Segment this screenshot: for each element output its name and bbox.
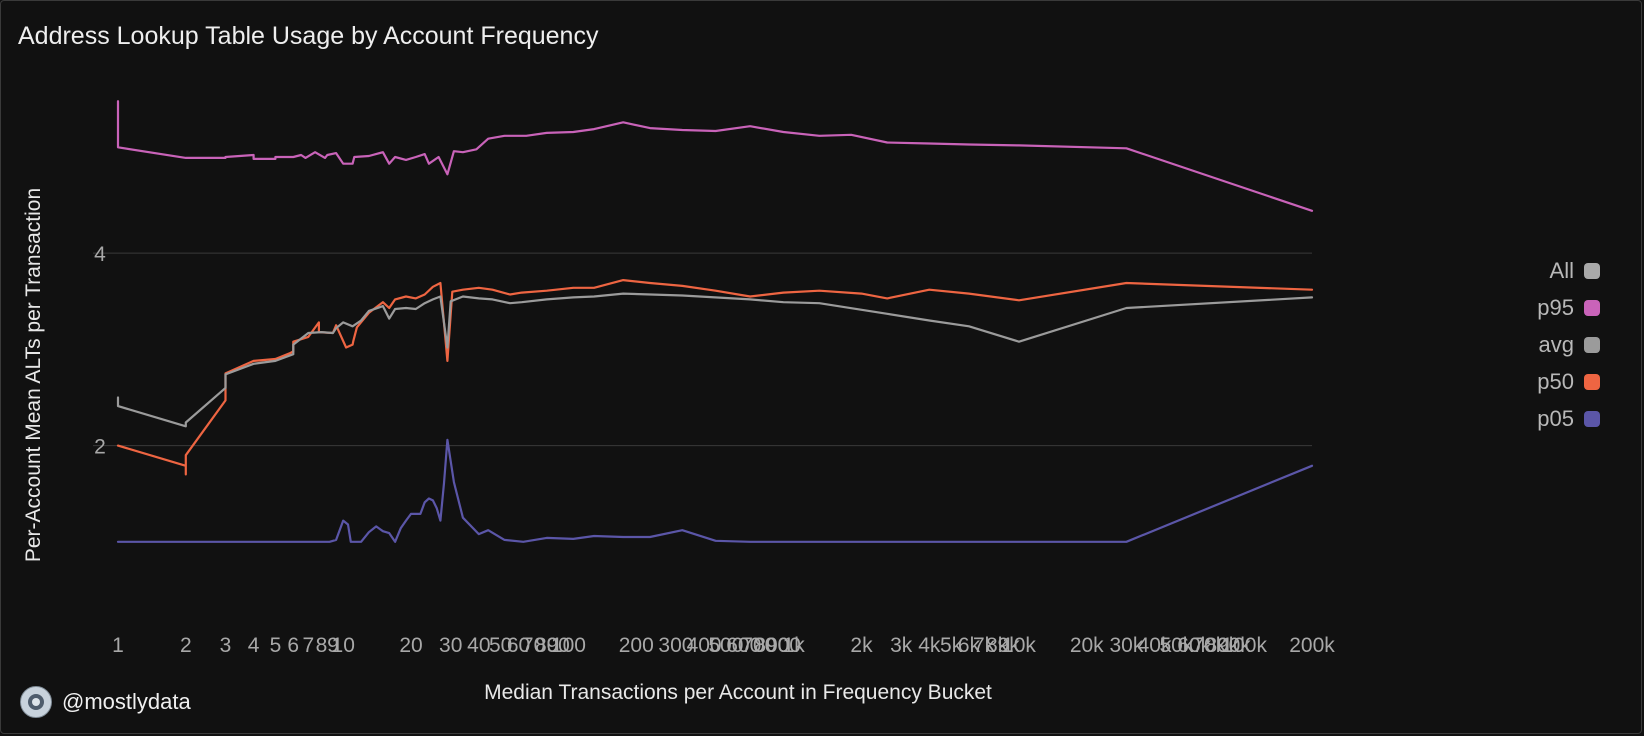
x-tick-label: 200k [1289, 634, 1335, 657]
legend-item-avg[interactable]: avg [1537, 326, 1600, 363]
avatar [20, 686, 52, 718]
legend-swatch [1584, 336, 1600, 353]
x-tick-label: 20k [1070, 634, 1104, 657]
x-axis-label: Median Transactions per Account in Frequ… [484, 681, 992, 704]
x-tick-label: 3 [220, 634, 232, 657]
x-tick-label: 200 [619, 634, 654, 657]
x-tick-label: 1 [112, 634, 124, 657]
x-tick-label: 500 [708, 634, 743, 657]
author-handle: @mostlydata [20, 686, 191, 718]
x-tick-label: 90k [1217, 634, 1251, 657]
x-tick-label: 2k [850, 634, 873, 657]
x-tick-label: 70k [1192, 634, 1226, 657]
legend-item-All[interactable]: All [1537, 252, 1600, 289]
x-tick-label: 4 [248, 634, 260, 657]
legend-item-p50[interactable]: p50 [1537, 363, 1600, 400]
y-tick-label: 4 [94, 243, 106, 266]
x-tick-label: 10k [1002, 634, 1036, 657]
y-axis-ticks: 24 [94, 243, 106, 458]
x-tick-label: 60 [507, 634, 530, 657]
series-line-p95 [116, 100, 1314, 212]
x-tick-label: 7k [973, 634, 996, 657]
x-tick-label: 50 [489, 634, 512, 657]
x-tick-label: 8 [316, 634, 328, 657]
x-tick-label: 90 [546, 634, 569, 657]
x-tick-label: 50k [1159, 634, 1193, 657]
x-tick-label: 80 [535, 634, 558, 657]
x-tick-label: 6k [958, 634, 981, 657]
x-tick-label: 600 [726, 634, 761, 657]
x-tick-label: 20 [399, 634, 422, 657]
x-tick-label: 300 [658, 634, 693, 657]
x-tick-label: 4k [918, 634, 941, 657]
x-tick-label: 9 [327, 634, 339, 657]
x-tick-label: 7 [303, 634, 315, 657]
y-tick-label: 2 [94, 436, 106, 459]
legend-label: p05 [1537, 405, 1574, 431]
legend-item-p05[interactable]: p05 [1537, 400, 1600, 437]
x-tick-label: 40 [467, 634, 490, 657]
x-tick-label: 5k [940, 634, 963, 657]
legend-swatch [1584, 262, 1600, 279]
legend-label: p50 [1537, 368, 1574, 394]
chart-legend: All p95 avg p50 p05 [1537, 252, 1600, 437]
series-line-avg [116, 292, 1314, 428]
legend-label: All [1549, 257, 1574, 283]
legend-swatch [1584, 373, 1600, 390]
x-tick-label: 100 [551, 634, 586, 657]
x-tick-label: 30 [439, 634, 462, 657]
x-tick-label: 800 [754, 634, 789, 657]
series-lines [116, 100, 1314, 543]
x-tick-label: 2 [180, 634, 192, 657]
x-tick-label: 3k [890, 634, 913, 657]
x-tick-label: 80k [1205, 634, 1239, 657]
x-tick-label: 9k [998, 634, 1021, 657]
x-tick-label: 5 [270, 634, 282, 657]
handle-text: @mostlydata [62, 689, 191, 714]
x-tick-label: 8k [986, 634, 1009, 657]
x-tick-label: 1k [783, 634, 806, 657]
x-tick-label: 100k [1221, 634, 1267, 657]
x-tick-label: 30k [1109, 634, 1143, 657]
legend-item-p95[interactable]: p95 [1537, 289, 1600, 326]
x-tick-label: 700 [741, 634, 776, 657]
legend-swatch [1584, 410, 1600, 427]
x-tick-label: 60k [1177, 634, 1211, 657]
x-tick-label: 900 [766, 634, 801, 657]
x-tick-label: 40k [1138, 634, 1172, 657]
x-tick-label: 6 [287, 634, 299, 657]
chart-title: Address Lookup Table Usage by Account Fr… [18, 22, 599, 50]
series-line-p05 [116, 438, 1314, 543]
legend-label: p95 [1537, 294, 1574, 320]
x-tick-label: 10 [332, 634, 355, 657]
x-tick-label: 400 [687, 634, 722, 657]
legend-swatch [1584, 299, 1600, 316]
gridlines [93, 252, 1312, 447]
x-tick-label: 70 [522, 634, 545, 657]
y-axis-label: Per-Account Mean ALTs per Transaction [22, 188, 45, 562]
legend-label: avg [1538, 331, 1574, 357]
